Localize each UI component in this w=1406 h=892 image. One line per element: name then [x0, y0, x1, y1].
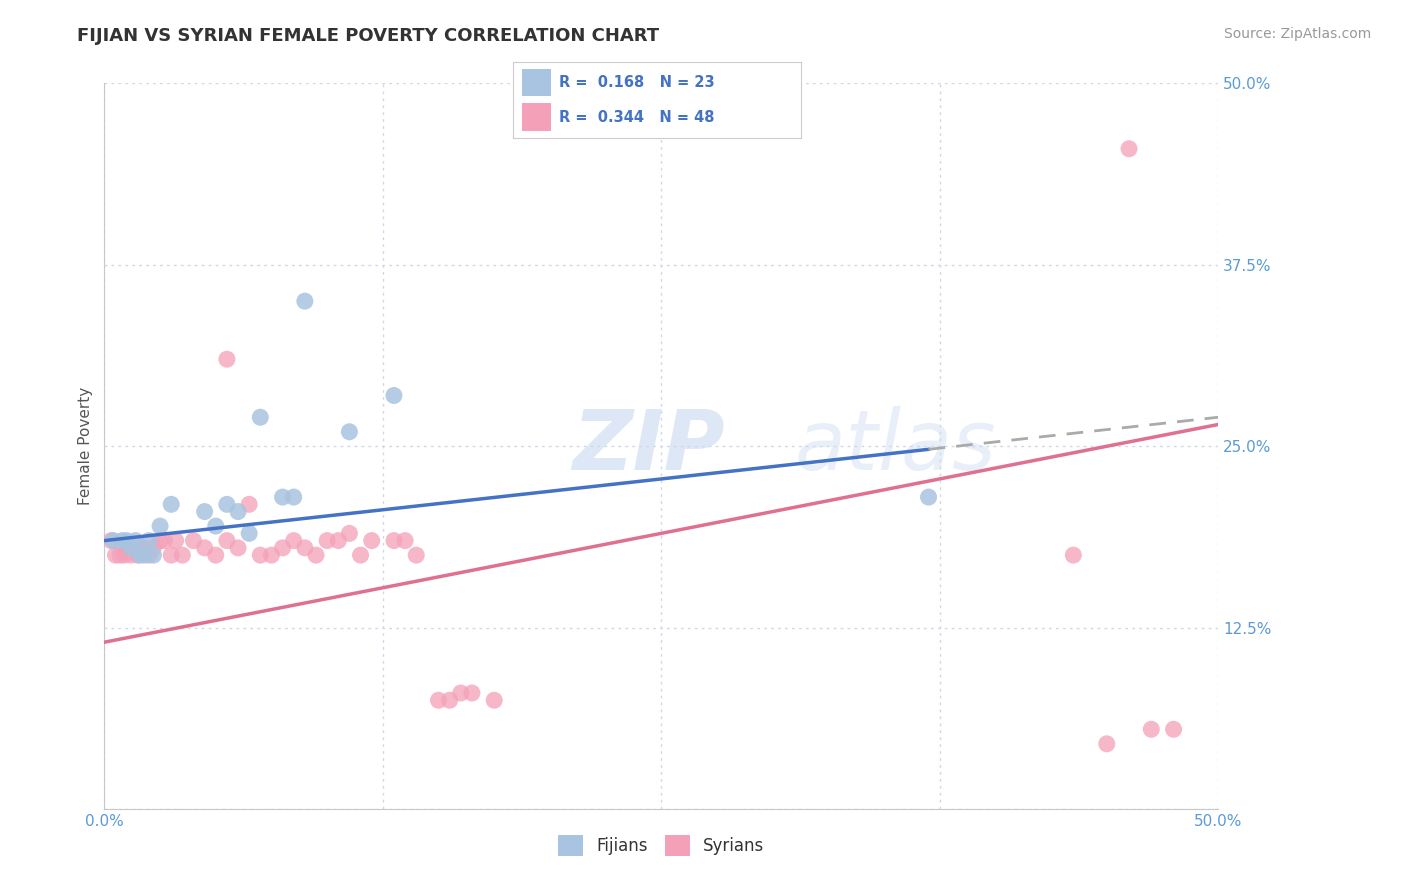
Point: [215, 352, 238, 367]
Point: [283, 533, 305, 548]
Point: [149, 533, 172, 548]
Legend: Fijians, Syrians: Fijians, Syrians: [551, 829, 770, 863]
Point: [142, 541, 165, 555]
Point: [249, 410, 271, 425]
FancyBboxPatch shape: [522, 69, 551, 95]
Point: [360, 533, 382, 548]
Point: [204, 548, 226, 562]
Point: [226, 541, 249, 555]
Point: [129, 548, 152, 562]
Point: [271, 490, 294, 504]
Point: [1062, 548, 1084, 562]
Point: [294, 294, 316, 309]
Point: [482, 693, 505, 707]
Point: [394, 533, 416, 548]
Point: [138, 548, 160, 562]
Text: atlas: atlas: [794, 406, 997, 487]
Point: [149, 519, 172, 533]
Text: FIJIAN VS SYRIAN FEMALE POVERTY CORRELATION CHART: FIJIAN VS SYRIAN FEMALE POVERTY CORRELAT…: [77, 27, 659, 45]
Text: R =  0.344   N = 48: R = 0.344 N = 48: [560, 110, 714, 125]
Point: [103, 533, 125, 548]
Point: [127, 548, 149, 562]
Point: [160, 548, 183, 562]
Point: [115, 533, 138, 548]
Point: [339, 526, 361, 541]
Point: [120, 541, 142, 555]
Point: [382, 388, 405, 402]
Point: [1118, 142, 1140, 156]
Point: [238, 526, 260, 541]
Point: [138, 533, 160, 548]
Point: [226, 505, 249, 519]
Point: [294, 541, 316, 555]
Point: [124, 541, 146, 555]
Point: [427, 693, 450, 707]
Point: [104, 548, 127, 562]
Point: [129, 541, 152, 555]
Point: [349, 548, 371, 562]
Point: [215, 533, 238, 548]
Point: [215, 497, 238, 511]
Point: [1095, 737, 1118, 751]
Point: [450, 686, 472, 700]
Point: [1140, 723, 1163, 737]
Text: R =  0.168   N = 23: R = 0.168 N = 23: [560, 75, 714, 90]
Point: [111, 533, 134, 548]
Point: [153, 533, 176, 548]
Y-axis label: Female Poverty: Female Poverty: [79, 387, 93, 506]
Point: [204, 519, 226, 533]
Point: [238, 497, 260, 511]
Point: [305, 548, 328, 562]
Point: [165, 533, 187, 548]
Point: [1163, 723, 1185, 737]
Point: [100, 533, 122, 548]
Point: [316, 533, 339, 548]
Point: [183, 533, 205, 548]
Point: [134, 548, 156, 562]
Point: [283, 490, 305, 504]
Point: [108, 548, 131, 562]
Point: [124, 533, 146, 548]
Point: [172, 548, 194, 562]
Point: [328, 533, 350, 548]
Point: [249, 548, 271, 562]
Point: [461, 686, 484, 700]
Point: [112, 548, 135, 562]
FancyBboxPatch shape: [522, 103, 551, 130]
Point: [120, 548, 142, 562]
Point: [115, 541, 138, 555]
Point: [194, 505, 217, 519]
Point: [260, 548, 283, 562]
Point: [405, 548, 427, 562]
Point: [439, 693, 461, 707]
Point: [160, 497, 183, 511]
Point: [382, 533, 405, 548]
Text: Source: ZipAtlas.com: Source: ZipAtlas.com: [1223, 27, 1371, 41]
Point: [194, 541, 217, 555]
Point: [339, 425, 361, 439]
Point: [142, 548, 165, 562]
Point: [134, 541, 156, 555]
Point: [271, 541, 294, 555]
Point: [917, 490, 939, 504]
Text: ZIP: ZIP: [572, 406, 724, 487]
